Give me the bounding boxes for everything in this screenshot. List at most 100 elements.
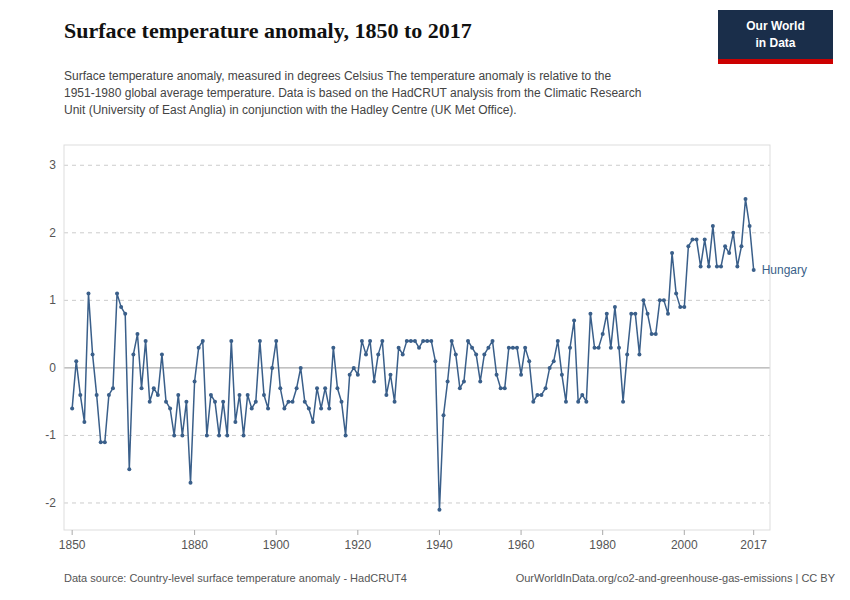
point (376, 352, 380, 356)
point (727, 251, 731, 255)
point (221, 400, 225, 404)
grid-line (64, 232, 770, 233)
point (466, 339, 470, 343)
point (237, 393, 241, 397)
point (140, 386, 144, 390)
point (658, 298, 662, 302)
grid-line (64, 435, 770, 436)
point (291, 400, 295, 404)
point (446, 379, 450, 383)
point (372, 379, 376, 383)
point (715, 265, 719, 269)
point (201, 339, 205, 343)
point (78, 393, 82, 397)
point (482, 352, 486, 356)
y-tick-label: 0 (49, 361, 56, 375)
point (217, 433, 221, 437)
point (254, 400, 258, 404)
x-tick-label: 1940 (426, 538, 453, 552)
point (703, 238, 707, 242)
point (584, 400, 588, 404)
point (286, 400, 290, 404)
x-tick (602, 530, 603, 535)
point (225, 433, 229, 437)
point (311, 420, 315, 424)
point (270, 366, 274, 370)
point (348, 373, 352, 377)
point (180, 433, 184, 437)
point (633, 312, 637, 316)
point (213, 400, 217, 404)
subtitle-line: 1951-1980 global average temperature. Da… (64, 86, 641, 100)
point (119, 305, 123, 309)
point (711, 224, 715, 228)
point (160, 352, 164, 356)
point (535, 393, 539, 397)
x-axis: 185018801900192019401960198020002017 (59, 530, 768, 552)
point (144, 339, 148, 343)
point (172, 433, 176, 437)
point (601, 332, 605, 336)
point (588, 312, 592, 316)
point (327, 406, 331, 410)
x-tick-label: 1880 (181, 538, 208, 552)
logo: Our World in Data (718, 10, 833, 64)
point (641, 298, 645, 302)
point (650, 332, 654, 336)
point (437, 508, 441, 512)
logo-box (718, 10, 833, 64)
point (478, 379, 482, 383)
background (0, 0, 850, 600)
x-tick-label: 2017 (740, 538, 767, 552)
point (152, 386, 156, 390)
point (637, 352, 641, 356)
point (82, 420, 86, 424)
point (368, 339, 372, 343)
series-label: Hungary (762, 263, 807, 277)
y-tick-label: 2 (49, 226, 56, 240)
point (670, 251, 674, 255)
point (507, 346, 511, 350)
point (70, 406, 74, 410)
point (744, 197, 748, 201)
point (723, 244, 727, 248)
point (380, 339, 384, 343)
point (135, 332, 139, 336)
zero-line (64, 367, 770, 368)
point (86, 292, 90, 296)
point (544, 386, 548, 390)
point (193, 379, 197, 383)
point (319, 406, 323, 410)
point (123, 312, 127, 316)
line (72, 199, 754, 510)
y-tick-label: 3 (49, 158, 56, 172)
logo-text: in Data (755, 36, 795, 50)
point (229, 339, 233, 343)
logo-text: Our World (746, 19, 804, 33)
point (74, 359, 78, 363)
point (429, 339, 433, 343)
point (662, 298, 666, 302)
point (433, 359, 437, 363)
subtitle-line: Unit (University of East Anglia) in conj… (64, 103, 517, 117)
point (425, 339, 429, 343)
point (552, 359, 556, 363)
point (184, 400, 188, 404)
y-tick-label: -1 (45, 428, 56, 442)
point (629, 312, 633, 316)
title: Surface temperature anomaly, 1850 to 201… (64, 18, 472, 43)
point (515, 346, 519, 350)
point (421, 339, 425, 343)
point (388, 373, 392, 377)
point (258, 339, 262, 343)
point (164, 400, 168, 404)
x-tick (439, 530, 440, 535)
point (107, 393, 111, 397)
point (621, 400, 625, 404)
point (409, 339, 413, 343)
point (189, 481, 193, 485)
x-tick (684, 530, 685, 535)
point (617, 346, 621, 350)
chart: Surface temperature anomaly, 1850 to 201… (0, 0, 850, 600)
footer-license: OurWorldInData.org/co2-and-greenhouse-ga… (516, 572, 836, 584)
